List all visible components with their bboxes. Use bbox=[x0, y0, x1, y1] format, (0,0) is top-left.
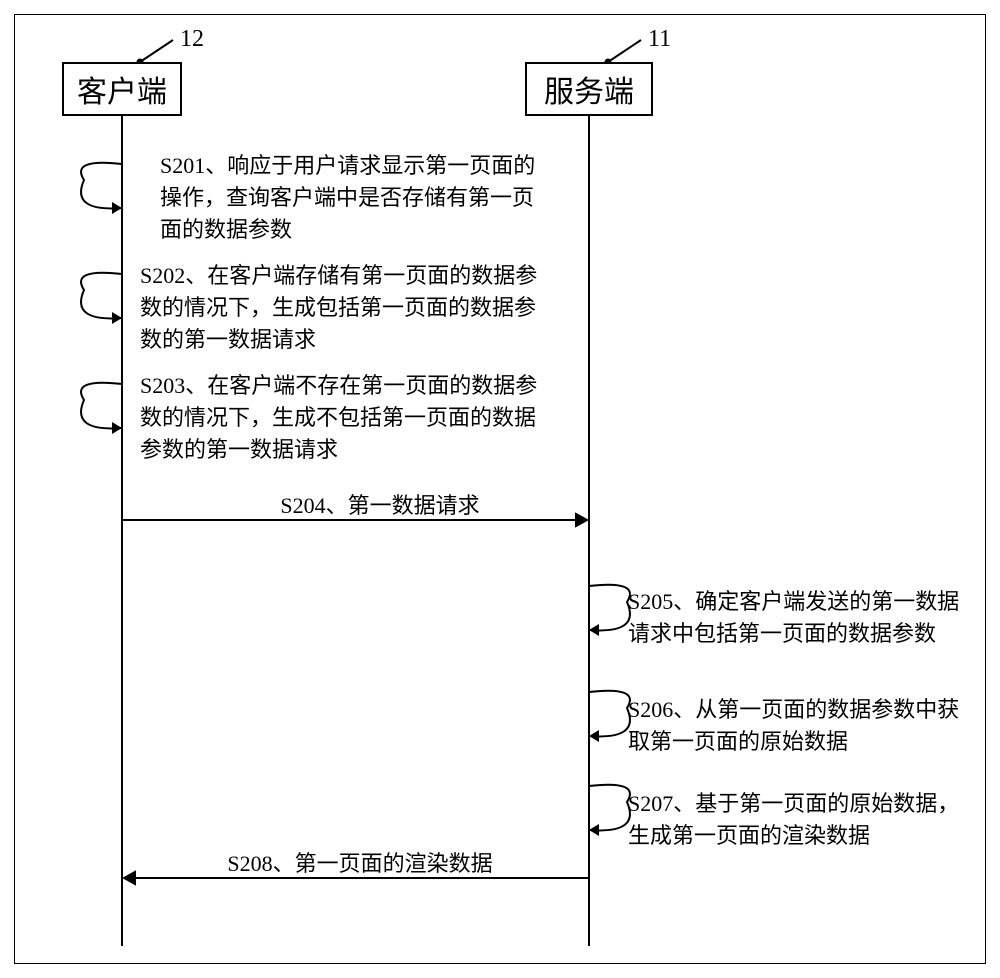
arrow-s208 bbox=[0, 0, 1000, 978]
